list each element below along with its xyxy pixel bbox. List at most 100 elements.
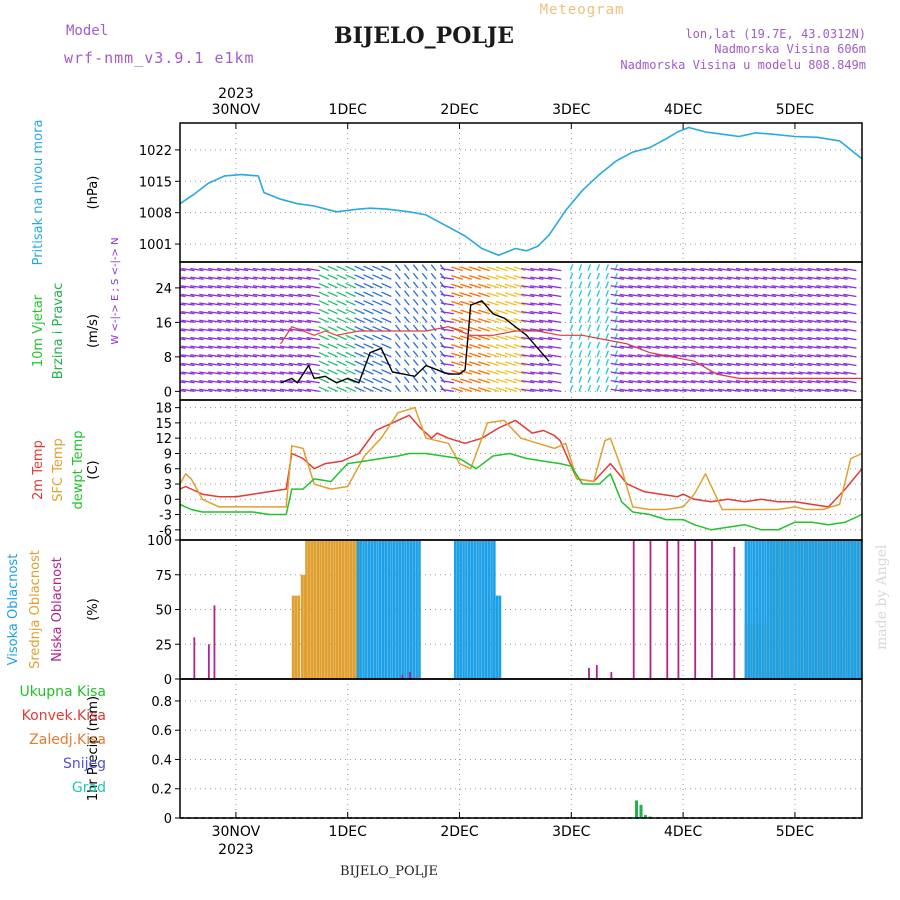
wind-arrow <box>421 376 428 384</box>
wind-arrow <box>771 354 785 358</box>
wind-arrow <box>243 276 258 280</box>
wind-arrow <box>708 336 723 341</box>
wind-arrow <box>664 345 678 349</box>
wind-arrow <box>495 378 508 384</box>
wind-arrow <box>619 345 633 349</box>
wind-arrow <box>217 354 231 358</box>
wind-arrow <box>530 267 544 272</box>
wind-arrow <box>381 300 392 306</box>
wind-arrow <box>261 328 276 332</box>
mid-cloud-bar <box>294 595 298 679</box>
wind-arrow <box>217 285 231 289</box>
wind-arrow <box>412 324 419 332</box>
wind-arrow <box>180 355 186 358</box>
high-cloud-bar <box>752 540 756 679</box>
wind-arrow <box>578 376 583 383</box>
wind-arrow <box>655 328 669 332</box>
wind-arrow <box>495 326 508 332</box>
wind-arrow <box>261 310 276 315</box>
low-cloud-bar <box>733 546 736 679</box>
series-label: 10m Vjetar <box>31 294 46 367</box>
wind-arrow <box>539 379 553 384</box>
mid-cloud-bar <box>310 540 314 679</box>
wind-arrow <box>495 361 508 367</box>
wind-arrow <box>243 319 258 324</box>
wind-arrow <box>363 377 374 384</box>
wind-arrow <box>318 274 329 280</box>
wind-arrow <box>199 362 213 367</box>
wind-arrow <box>439 272 446 280</box>
mid-cloud-bar <box>352 540 356 679</box>
wind-arrow <box>682 388 696 393</box>
wind-arrow <box>363 343 374 349</box>
wind-arrow <box>439 350 446 358</box>
wind-arrow <box>345 317 356 323</box>
mid-cloud-bar <box>324 540 328 679</box>
wind-arrow <box>744 362 759 367</box>
wind-arrow <box>252 362 267 367</box>
wind-arrow <box>288 293 302 298</box>
wind-arrow <box>780 345 794 349</box>
wind-arrow <box>619 285 633 289</box>
high-cloud-bar <box>376 540 379 679</box>
wind-arrow <box>843 362 857 367</box>
series-label: Srednja Oblacnost <box>28 550 43 669</box>
wind-arrow <box>637 302 651 306</box>
high-cloud-bar <box>490 540 493 679</box>
wind-arrow <box>217 302 231 306</box>
wind-arrow <box>372 274 383 280</box>
wind-arrow <box>486 378 499 384</box>
wind-arrow <box>439 290 446 297</box>
wind-arrow <box>637 319 651 324</box>
wind-arrow <box>243 354 258 358</box>
wind-arrow <box>190 371 204 375</box>
wind-arrow <box>381 386 392 392</box>
wind-arrow <box>646 336 660 341</box>
wind-arrow <box>440 388 455 393</box>
wind-arrow <box>217 371 231 375</box>
wind-arrow <box>306 345 320 349</box>
wind-arrow <box>181 302 195 306</box>
wind-arrow <box>691 388 705 393</box>
wind-arrow <box>252 319 267 324</box>
wind-arrow <box>596 315 601 323</box>
wind-arrow <box>646 302 660 306</box>
wind-arrow <box>504 369 517 375</box>
wind-arrow <box>726 379 741 384</box>
wind-arrow <box>610 319 624 324</box>
wind-arrow <box>798 267 812 272</box>
wind-arrow <box>306 371 320 375</box>
wind-arrow <box>700 362 714 367</box>
wind-arrow <box>252 276 267 280</box>
wind-arrow <box>619 328 633 332</box>
high-cloud-bar <box>418 540 421 679</box>
wind-arrow <box>478 361 490 367</box>
wind-arrow <box>336 317 347 323</box>
wind-arrow <box>225 267 240 272</box>
wind-arrow <box>439 281 446 289</box>
wind-arrow <box>744 371 759 375</box>
x-tick-label-top: 4DEC <box>664 102 703 118</box>
wind-arrow <box>451 283 464 289</box>
wind-arrow <box>717 310 732 315</box>
wind-arrow <box>744 328 759 332</box>
wind-arrow <box>807 276 821 280</box>
wind-arrow <box>243 328 258 332</box>
wind-arrow <box>513 292 526 298</box>
wind-arrow <box>834 293 848 298</box>
wind-arrow <box>327 274 338 280</box>
wind-arrow <box>363 308 374 315</box>
precip-legend-item: Konvek.Kisa <box>22 708 106 724</box>
wind-arrow <box>363 282 374 289</box>
wind-arrow <box>744 345 759 349</box>
wind-arrow <box>180 381 186 384</box>
wind-arrow <box>610 379 624 384</box>
wind-arrow <box>208 371 222 375</box>
wind-arrow <box>412 341 419 349</box>
wind-arrow <box>807 302 821 306</box>
wind-arrow <box>354 308 365 315</box>
wind-arrow <box>530 276 544 280</box>
wind-arrow <box>547 267 562 272</box>
wind-arrow <box>682 371 696 375</box>
wind-arrow <box>199 388 213 393</box>
